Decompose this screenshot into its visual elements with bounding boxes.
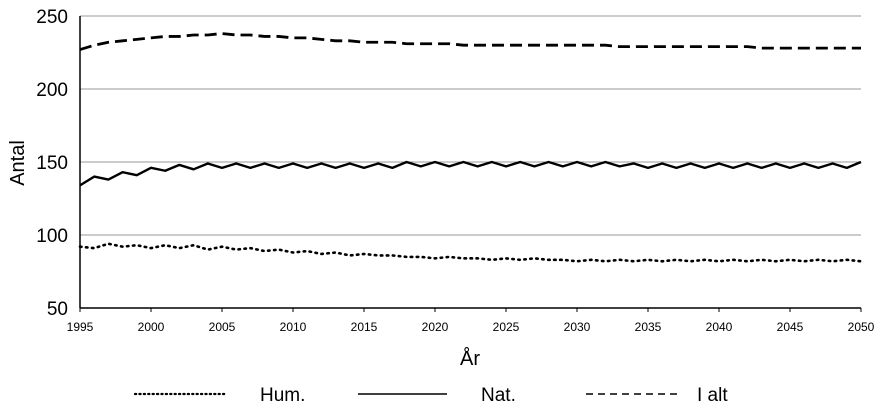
series-line-i-alt [79, 32, 861, 51]
x-tick-label: 2010 [280, 320, 307, 334]
legend-label: Hum. [260, 385, 305, 406]
x-tick-label: 2030 [564, 320, 591, 334]
x-tick-label: 2045 [777, 320, 804, 334]
x-tick-label: 2000 [138, 320, 165, 334]
x-axis-ticks: 1995 2000 2005 2010 2015 2020 2025 2030 2035 2040… [67, 308, 875, 334]
grid-lines [80, 15, 861, 236]
x-tick-label: 2050 [848, 320, 875, 334]
legend-label: Nat. [481, 385, 516, 406]
x-tick-label: 2005 [209, 320, 236, 334]
legend: Hum. Nat. I alt [133, 385, 728, 406]
y-tick-label: 250 [36, 7, 68, 28]
legend-label: I alt [697, 385, 728, 406]
y-axis-ticks: 50 100 150 200 250 [36, 7, 68, 320]
series-line-hum [78, 242, 863, 263]
series-line-nat [79, 160, 862, 187]
x-tick-label: 2020 [422, 320, 449, 334]
x-tick-label: 2040 [706, 320, 733, 334]
x-tick-label: 1995 [67, 320, 94, 334]
x-axis-title: År [460, 347, 480, 370]
y-tick-label: 200 [36, 80, 68, 101]
y-tick-label: 150 [36, 153, 68, 174]
y-axis-title: Antal [7, 140, 29, 186]
series-layer [78, 32, 863, 263]
y-tick-label: 50 [47, 299, 68, 320]
y-tick-label: 100 [36, 226, 68, 247]
x-tick-label: 2035 [635, 320, 662, 334]
x-tick-label: 2015 [351, 320, 378, 334]
x-tick-label: 2025 [493, 320, 520, 334]
